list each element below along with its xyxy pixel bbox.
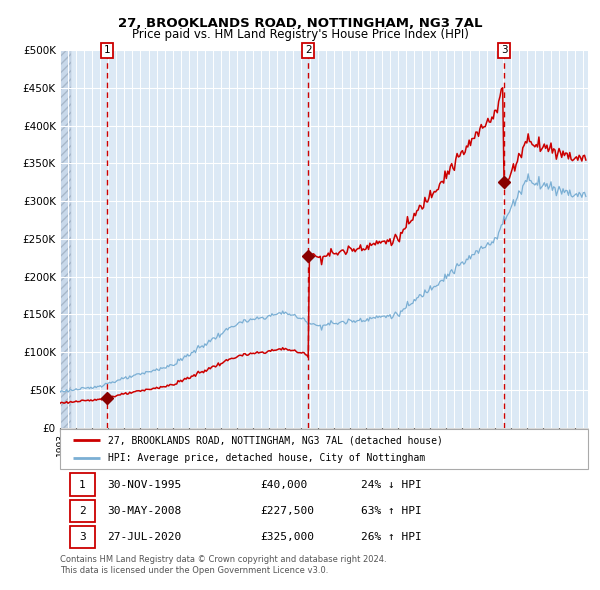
Text: 2: 2 <box>305 45 311 55</box>
Text: 3: 3 <box>79 532 86 542</box>
FancyBboxPatch shape <box>70 526 95 548</box>
Text: £325,000: £325,000 <box>260 532 314 542</box>
Bar <box>60 50 71 428</box>
Text: Price paid vs. HM Land Registry's House Price Index (HPI): Price paid vs. HM Land Registry's House … <box>131 28 469 41</box>
Text: 3: 3 <box>501 45 508 55</box>
Bar <box>60 50 71 428</box>
Text: 2: 2 <box>79 506 86 516</box>
Text: £227,500: £227,500 <box>260 506 314 516</box>
Text: Contains HM Land Registry data © Crown copyright and database right 2024.
This d: Contains HM Land Registry data © Crown c… <box>60 555 386 575</box>
Text: 27, BROOKLANDS ROAD, NOTTINGHAM, NG3 7AL: 27, BROOKLANDS ROAD, NOTTINGHAM, NG3 7AL <box>118 17 482 30</box>
Text: 26% ↑ HPI: 26% ↑ HPI <box>361 532 422 542</box>
Text: 27, BROOKLANDS ROAD, NOTTINGHAM, NG3 7AL (detached house): 27, BROOKLANDS ROAD, NOTTINGHAM, NG3 7AL… <box>107 435 442 445</box>
Text: 24% ↓ HPI: 24% ↓ HPI <box>361 480 422 490</box>
Text: 30-NOV-1995: 30-NOV-1995 <box>107 480 182 490</box>
Text: 1: 1 <box>79 480 86 490</box>
FancyBboxPatch shape <box>70 500 95 522</box>
Text: 1: 1 <box>104 45 110 55</box>
Text: 27-JUL-2020: 27-JUL-2020 <box>107 532 182 542</box>
Text: 30-MAY-2008: 30-MAY-2008 <box>107 506 182 516</box>
Text: 63% ↑ HPI: 63% ↑ HPI <box>361 506 422 516</box>
FancyBboxPatch shape <box>70 474 95 496</box>
Text: £40,000: £40,000 <box>260 480 308 490</box>
Text: HPI: Average price, detached house, City of Nottingham: HPI: Average price, detached house, City… <box>107 453 425 463</box>
